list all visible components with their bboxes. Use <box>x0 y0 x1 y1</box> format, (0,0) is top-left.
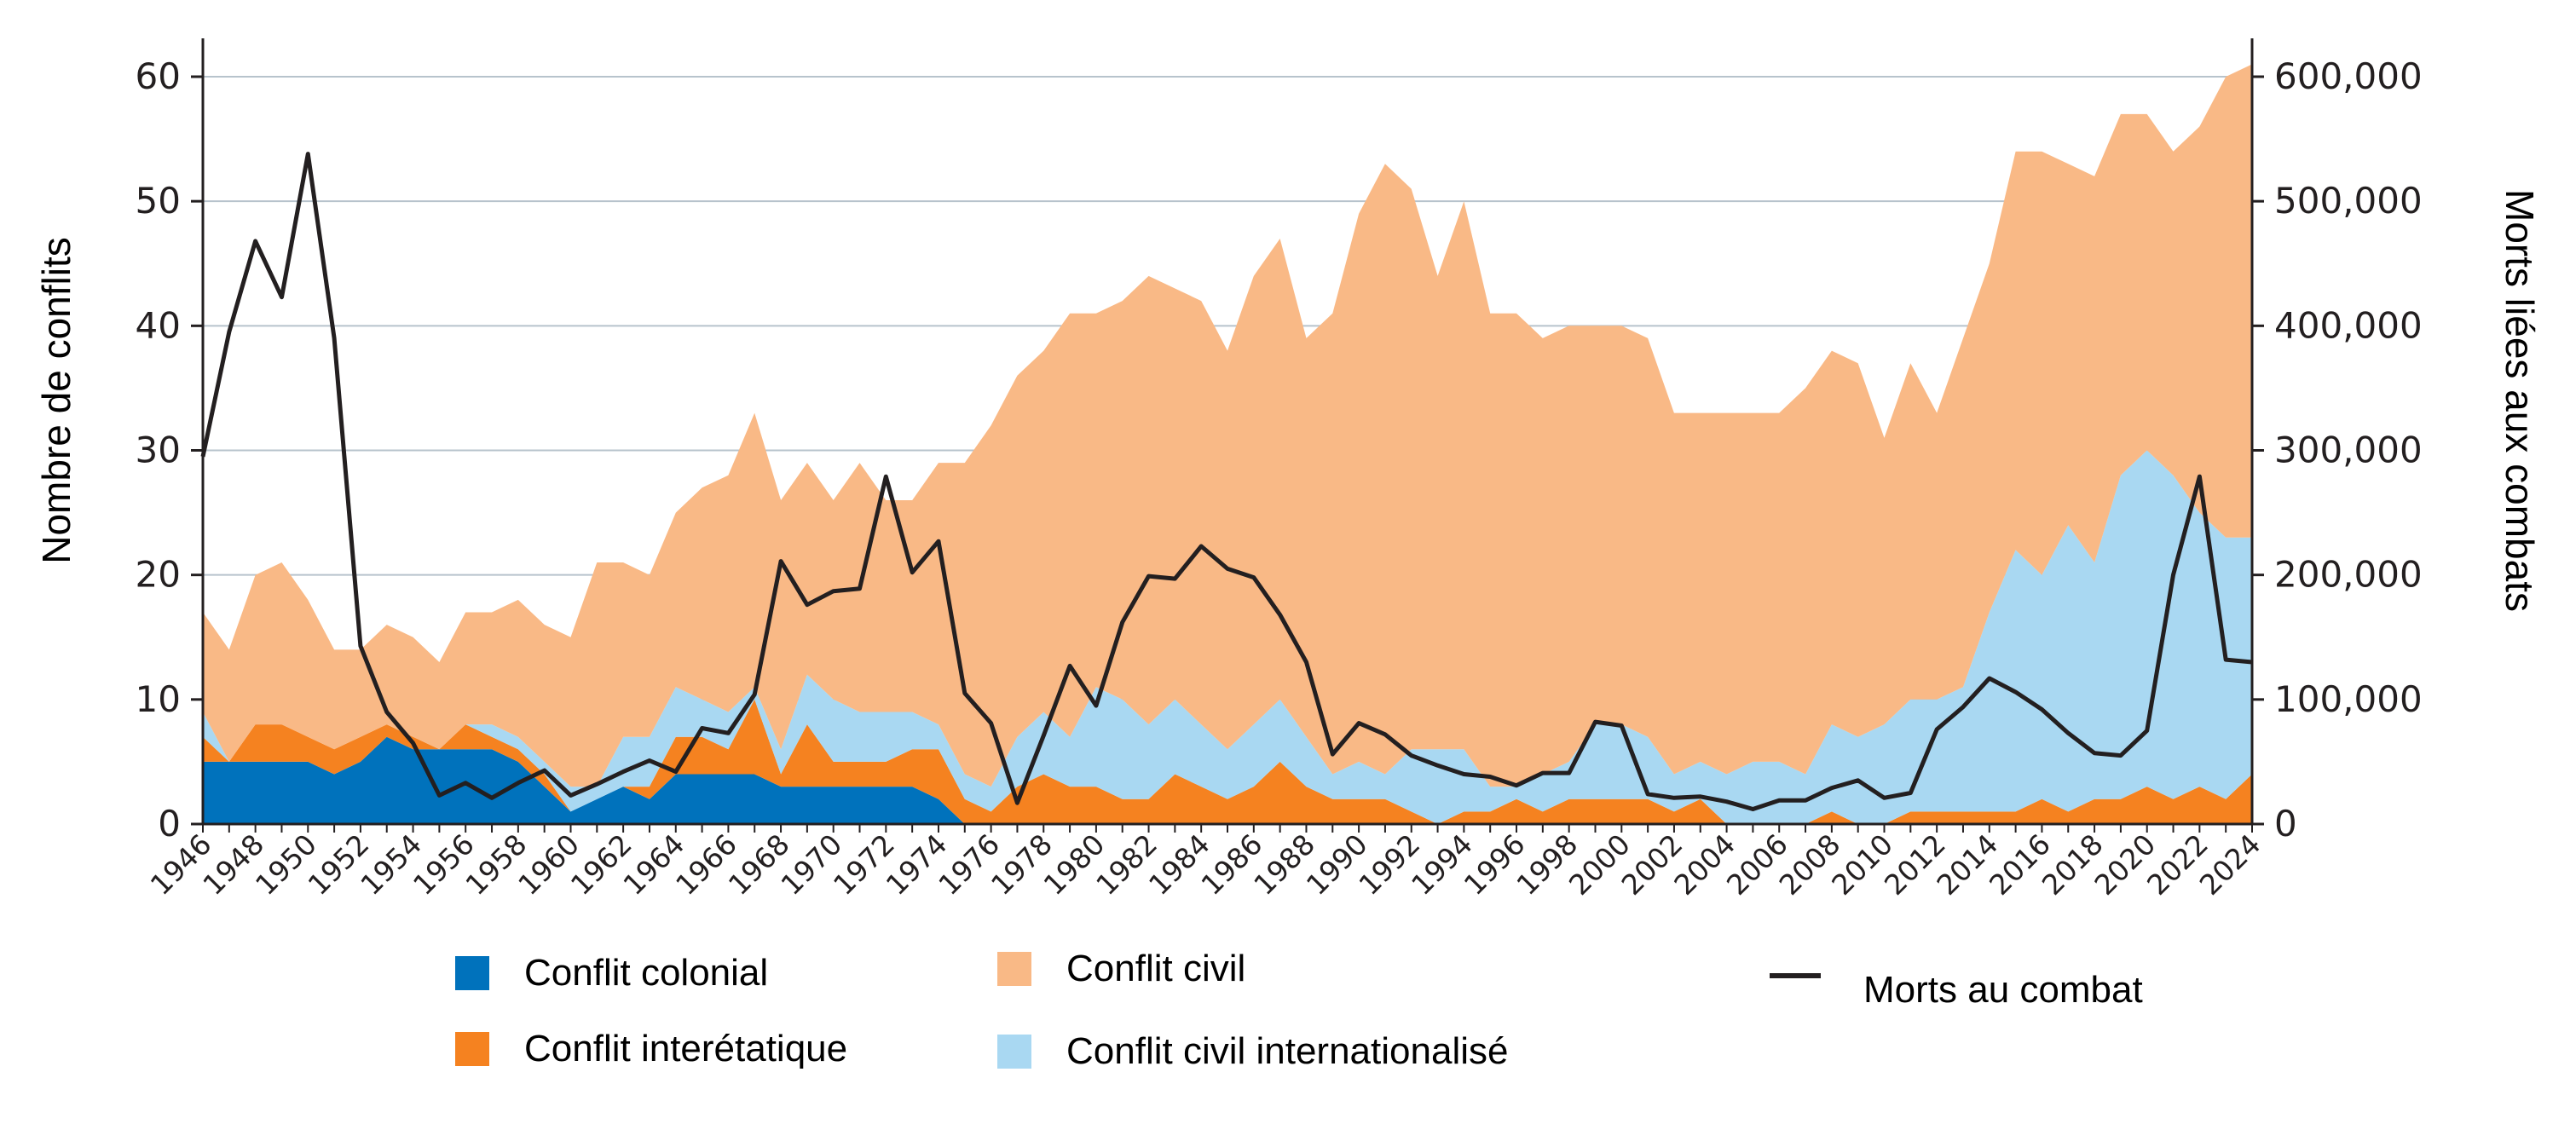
x-tick-label: 1964 <box>616 827 690 902</box>
area-conflit-colonial <box>203 736 2252 824</box>
x-tick-label: 1950 <box>249 827 323 902</box>
x-tick-label: 1980 <box>1037 827 1112 902</box>
legend-label: Morts au combat <box>1863 969 2143 1011</box>
x-tick-label: 1958 <box>459 827 533 902</box>
x-tick-label: 2024 <box>2193 827 2267 902</box>
x-tick-label: 1962 <box>564 827 638 902</box>
x-tick-label: 1954 <box>354 827 428 902</box>
x-tick-label: 1948 <box>196 827 270 902</box>
right-tick-label: 0 <box>2274 803 2297 844</box>
legend-swatch <box>997 952 1031 986</box>
left-tick-label: 60 <box>136 55 181 97</box>
x-tick-label: 1994 <box>1405 827 1479 902</box>
x-tick-label: 1952 <box>302 827 376 902</box>
legend-item: Morts au combat <box>1770 969 2143 1011</box>
right-tick-label: 500,000 <box>2274 180 2423 222</box>
x-tick-label: 2004 <box>1667 827 1741 902</box>
x-tick-label: 1986 <box>1194 827 1268 902</box>
left-tick-label: 40 <box>136 304 181 346</box>
left-tick-label: 0 <box>158 803 181 844</box>
x-tick-label: 2002 <box>1615 827 1689 902</box>
legend: Conflit colonial Conflit interétatique Con… <box>455 948 2143 1072</box>
left-tick-label: 50 <box>136 180 181 222</box>
x-tick-label: 2014 <box>1930 827 2004 902</box>
x-tick-label: 1984 <box>1142 827 1216 902</box>
right-tick-label: 200,000 <box>2274 554 2423 596</box>
left-tick-label: 20 <box>136 554 181 596</box>
legend-item: Conflit civil internationalisé <box>997 1030 1508 1072</box>
legend-item: Conflit interétatique <box>455 1028 847 1069</box>
legend-label: Conflit interétatique <box>524 1028 847 1069</box>
x-tick-label: 1978 <box>985 827 1059 902</box>
x-tick-label: 2018 <box>2036 827 2110 902</box>
x-tick-label: 1960 <box>511 827 586 902</box>
x-tick-label: 1998 <box>1510 827 1584 902</box>
x-tick-label: 1946 <box>144 827 218 902</box>
legend-item: Conflit civil <box>997 948 1245 989</box>
battle-deaths-line <box>200 152 2253 811</box>
right-axis-title: Morts liées aux combats <box>2498 189 2542 612</box>
legend-label: Conflit civil <box>1066 948 1245 989</box>
x-tick-label: 2022 <box>2140 827 2215 902</box>
legend-label: Conflit colonial <box>524 952 768 994</box>
right-tick-label: 100,000 <box>2274 678 2423 720</box>
area-conflit-civil <box>203 64 2252 787</box>
x-tick-label: 1956 <box>407 827 481 902</box>
x-tick-label: 1966 <box>669 827 743 902</box>
x-tick-label: 2016 <box>1983 827 2057 902</box>
battle-deaths-line-layer <box>200 152 2253 811</box>
x-tick-label: 1990 <box>1300 827 1374 902</box>
x-tick-label: 2008 <box>1773 827 1847 902</box>
x-tick-label: 1976 <box>932 827 1006 902</box>
x-tick-label: 1996 <box>1458 827 1532 902</box>
x-tick-label: 1982 <box>1089 827 1164 902</box>
x-tick-label: 1988 <box>1247 827 1321 902</box>
legend-swatch <box>997 1035 1031 1069</box>
right-tick-label: 600,000 <box>2274 55 2423 97</box>
legend-label: Conflit civil internationalisé <box>1066 1030 1508 1072</box>
legend-swatch <box>455 956 489 990</box>
x-tick-label: 2006 <box>1720 827 1794 902</box>
right-tick-label: 300,000 <box>2274 429 2423 471</box>
x-tick-label: 1970 <box>774 827 848 902</box>
left-tick-label: 30 <box>136 429 181 471</box>
legend-item: Conflit colonial <box>455 952 768 994</box>
x-tick-label: 2020 <box>2088 827 2162 902</box>
left-tick-label: 10 <box>136 678 181 720</box>
legend-swatch <box>455 1032 489 1066</box>
x-tick-label: 2010 <box>1825 827 1899 902</box>
x-tick-label: 1968 <box>722 827 796 902</box>
stacked-areas <box>203 64 2252 824</box>
x-tick-label: 2012 <box>1878 827 1952 902</box>
x-tick-label: 1992 <box>1352 827 1426 902</box>
x-tick-label: 1974 <box>880 827 954 902</box>
left-axis-title: Nombre de conflits <box>34 237 78 564</box>
area-conflit-interetatique <box>203 699 2252 824</box>
right-tick-label: 400,000 <box>2274 304 2423 346</box>
x-tick-label: 1972 <box>827 827 901 902</box>
x-tick-label: 2000 <box>1562 827 1637 902</box>
